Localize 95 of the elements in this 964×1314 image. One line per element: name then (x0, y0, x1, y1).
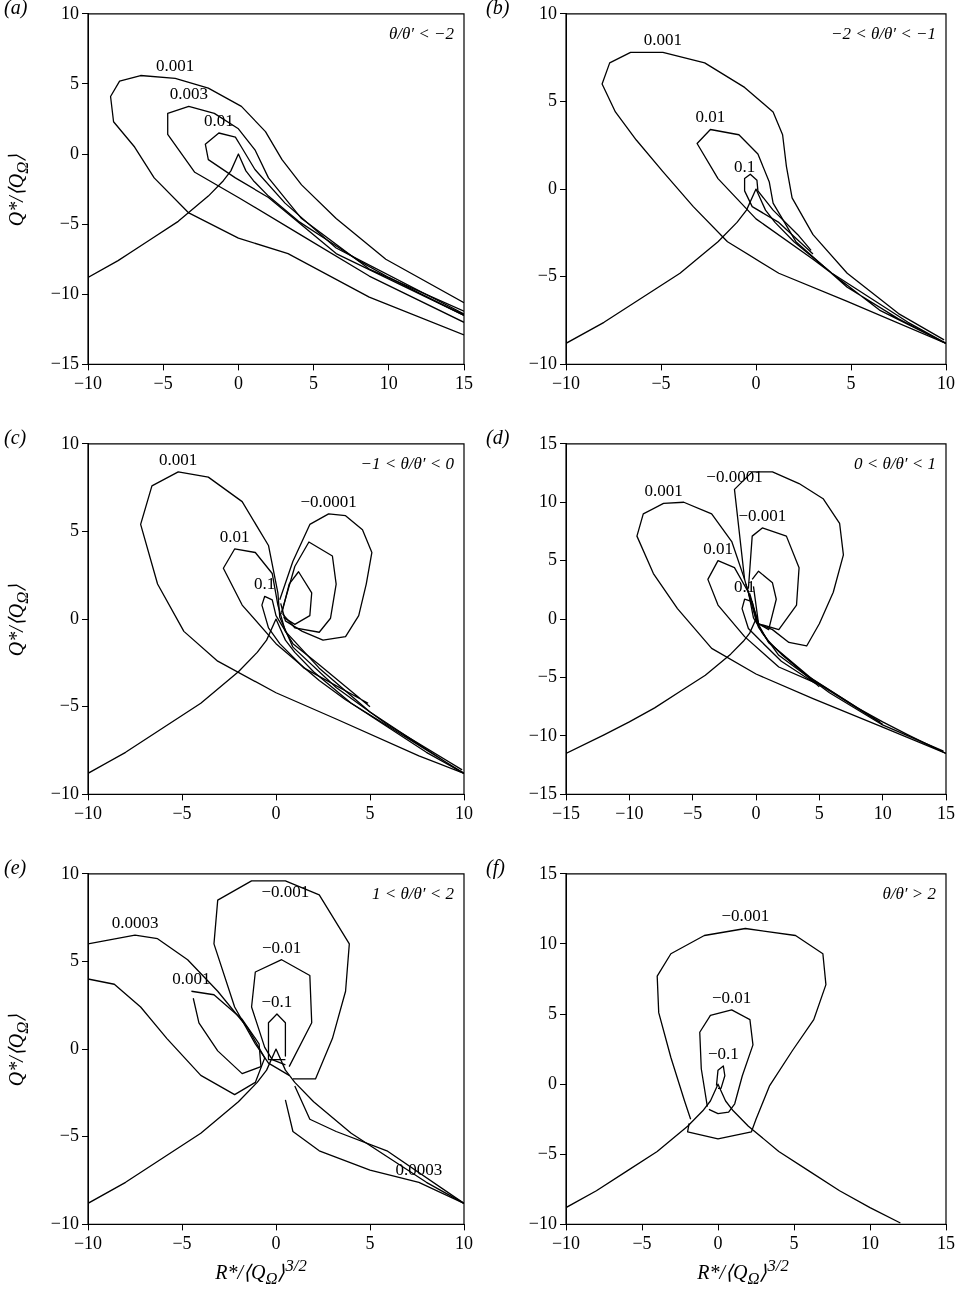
x-tick-label: 0 (713, 1232, 723, 1253)
y-tick-label: 10 (61, 2, 79, 23)
x-tick-label: 15 (455, 372, 473, 393)
annotation: −0.0001 (300, 491, 357, 511)
y-tick-label: 5 (70, 72, 79, 93)
x-tick-label: 15 (937, 1232, 955, 1253)
annotation: 0.01 (703, 538, 733, 558)
y-tick-label: 10 (61, 862, 79, 883)
y-tick-label: 0 (548, 607, 557, 628)
x-tick-label: 15 (937, 802, 955, 823)
x-axis-title: R*/⟨Q$_{Ω}$⟩$^{3/2}$ (214, 1256, 308, 1289)
y-tick-label: −5 (537, 265, 557, 286)
y-tick-label: −10 (50, 283, 79, 304)
y-tick-label: −5 (59, 1125, 79, 1146)
y-tick-label: 0 (70, 607, 79, 628)
chart-title: (f) (486, 856, 505, 879)
y-tick-label: 15 (539, 432, 557, 453)
x-tick-label: −5 (683, 802, 703, 823)
text: −1 < θ/θ′ < 0 (360, 453, 455, 473)
x-tick-label: 10 (861, 1232, 879, 1253)
annotation: 0.001 (643, 30, 683, 50)
text: 0 < θ/θ′ < 1 (853, 453, 936, 473)
y-tick-label: 10 (539, 2, 557, 23)
annotation: 0.001 (156, 56, 195, 76)
y-tick-label: 5 (70, 520, 79, 541)
x-tick-label: 5 (789, 1232, 799, 1253)
x-tick-label: 5 (846, 372, 856, 393)
y-tick-label: 15 (539, 862, 557, 883)
y-tick-label: −5 (537, 666, 557, 687)
annotation: −0.01 (261, 937, 302, 957)
x-tick-label: −5 (651, 372, 671, 393)
x-tick-label: 0 (751, 802, 761, 823)
annotation: 0.001 (159, 449, 198, 469)
annotation: 0.1 (254, 574, 276, 594)
annotation: −0.1 (261, 992, 293, 1012)
chart-title: (b) (486, 0, 510, 19)
annotation: 0.1 (733, 156, 756, 176)
x-tick-label: 0 (271, 802, 281, 823)
x-tick-label: 5 (365, 1232, 375, 1253)
y-tick-label: −10 (528, 353, 557, 374)
x-tick-label: 10 (455, 802, 473, 823)
y-tick-label: −10 (528, 724, 557, 745)
y-tick-label: 0 (70, 1037, 79, 1058)
x-tick-label: 10 (873, 802, 892, 823)
x-tick-label: −5 (172, 802, 192, 823)
x-tick-label: −5 (172, 1232, 192, 1253)
y-tick-label: 0 (548, 177, 557, 198)
y-tick-label: 10 (539, 490, 557, 511)
x-axis-title: R*/⟨Q$_{Ω}$⟩$^{3/2}$ (696, 1256, 790, 1289)
y-tick-label: 5 (70, 950, 79, 971)
annotation: −0.001 (721, 906, 770, 926)
y-tick-label: 10 (61, 432, 79, 453)
y-tick-label: −10 (50, 1213, 79, 1234)
y-tick-label: −10 (50, 783, 79, 804)
x-tick-label: 10 (379, 372, 398, 393)
text: 1 < θ/θ′ < 2 (371, 883, 455, 903)
annotation: 0.01 (219, 526, 250, 546)
y-tick-label: 5 (548, 549, 557, 570)
y-tick-label: −5 (537, 1143, 557, 1164)
annotation: 0.01 (695, 107, 726, 127)
x-tick-label: 10 (937, 372, 955, 393)
chart-title: (d) (486, 426, 510, 449)
y-tick-label: 5 (548, 1002, 557, 1023)
text: θ/θ′ < −2 (388, 23, 455, 43)
y-tick-label: −5 (59, 695, 79, 716)
y-tick-label: −10 (528, 1213, 557, 1234)
y-tick-label: 5 (548, 90, 557, 111)
annotation: −0.001 (261, 881, 310, 901)
x-tick-label: 10 (455, 1232, 473, 1253)
annotation: 0.003 (169, 84, 208, 104)
annotation: −0.001 (738, 505, 787, 525)
x-tick-label: 5 (365, 802, 375, 823)
annotation: −0.1 (707, 1043, 739, 1063)
x-tick-label: 0 (751, 372, 761, 393)
chart-title: (a) (4, 0, 28, 19)
y-tick-label: −5 (59, 212, 79, 233)
x-tick-label: −5 (632, 1232, 652, 1253)
y-tick-label: 0 (548, 1072, 557, 1093)
x-tick-label: 0 (271, 1232, 281, 1253)
annotation: 0.0003 (111, 913, 159, 933)
annotation: −0.01 (712, 987, 752, 1007)
annotation: 0.001 (644, 481, 683, 501)
x-tick-label: 5 (814, 802, 824, 823)
y-tick-label: −15 (50, 353, 79, 374)
x-tick-label: 5 (309, 372, 319, 393)
x-tick-label: 0 (233, 372, 243, 393)
y-tick-label: 10 (539, 932, 557, 953)
chart-title: (e) (4, 856, 27, 879)
chart-title: (c) (4, 426, 27, 449)
text: −2 < θ/θ′ < −1 (830, 23, 936, 43)
x-tick-label: −5 (153, 372, 173, 393)
x-tick-label: −10 (615, 802, 644, 823)
y-tick-label: −15 (528, 783, 557, 804)
text: θ/θ′ > 2 (882, 883, 937, 903)
y-tick-label: 0 (70, 142, 79, 163)
